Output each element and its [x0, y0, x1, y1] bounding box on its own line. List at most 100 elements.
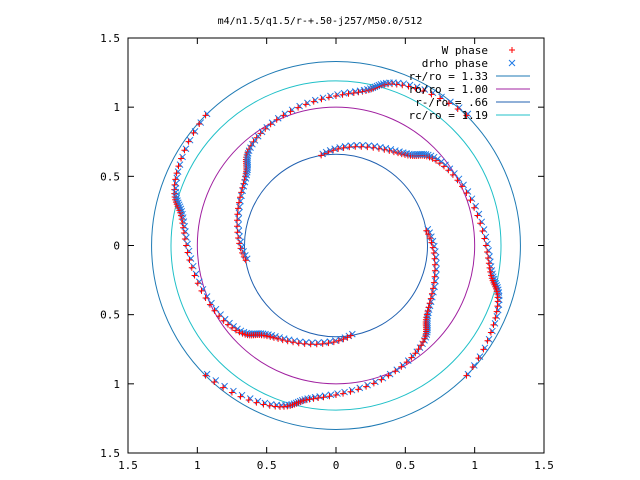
- w-point: [185, 138, 192, 145]
- w-point: [431, 267, 438, 274]
- w-point: [326, 393, 333, 400]
- w-point: [270, 334, 277, 341]
- drho-point: [481, 344, 489, 352]
- w-point: [485, 260, 492, 267]
- w-point: [474, 212, 481, 219]
- w-point: [335, 337, 342, 344]
- w-point: [398, 363, 405, 370]
- circle-0: [151, 61, 521, 430]
- w-point: [234, 217, 241, 224]
- w-point: [492, 314, 499, 321]
- w-point: [237, 245, 244, 252]
- w-point: [471, 204, 478, 211]
- w-point: [408, 354, 415, 361]
- drho-point: [314, 339, 322, 347]
- drho-point: [182, 228, 189, 235]
- w-point: [412, 85, 419, 92]
- drho-point: [308, 339, 316, 347]
- w-point: [216, 313, 223, 320]
- w-point: [480, 346, 487, 353]
- w-point: [484, 337, 491, 344]
- drho-point: [199, 285, 207, 293]
- drho-point: [304, 99, 311, 107]
- drho-point: [212, 377, 220, 384]
- drho-point: [340, 89, 348, 97]
- w-point: [437, 95, 444, 102]
- drho-point: [240, 247, 247, 255]
- w-point: [228, 389, 235, 396]
- drho-point: [476, 353, 484, 360]
- circle-3: [170, 80, 502, 411]
- w-point: [236, 329, 243, 336]
- w-point: [325, 340, 332, 347]
- w-point: [454, 177, 461, 184]
- drho-point: [341, 388, 348, 396]
- w-point: [333, 392, 340, 399]
- w-point: [426, 235, 433, 242]
- drho-point: [489, 327, 496, 335]
- drho-point: [432, 271, 440, 279]
- w-point: [232, 327, 239, 334]
- drho-point: [327, 92, 334, 100]
- w-point: [459, 183, 466, 190]
- drho-point: [321, 392, 329, 400]
- w-point: [490, 321, 497, 328]
- drho-point: [203, 370, 211, 378]
- x-tick-label: 1: [471, 459, 478, 472]
- w-point: [428, 239, 435, 246]
- drho-point: [359, 141, 367, 149]
- w-point: [484, 249, 491, 256]
- w-point: [253, 399, 260, 406]
- w-point: [315, 394, 322, 401]
- w-point: [238, 189, 245, 196]
- w-point: [355, 386, 362, 393]
- drho-point: [226, 319, 233, 327]
- w-point: [467, 197, 474, 204]
- drho-point: [346, 88, 354, 96]
- w-point: [486, 264, 493, 271]
- w-point: [330, 339, 337, 346]
- drho-point: [372, 378, 379, 386]
- w-point: [481, 235, 488, 242]
- w-point: [250, 138, 257, 145]
- w-point: [310, 395, 317, 402]
- x-tick-label: 0: [333, 459, 340, 472]
- w-point: [235, 199, 242, 206]
- w-point: [340, 336, 347, 343]
- drho-point: [364, 381, 371, 389]
- y-tick-label: 1.5: [100, 447, 120, 460]
- w-point: [302, 101, 309, 108]
- w-point: [275, 335, 282, 342]
- w-point: [190, 129, 197, 136]
- w-point: [494, 291, 501, 298]
- w-point: [179, 220, 186, 227]
- w-point: [427, 295, 434, 302]
- w-point: [171, 193, 178, 200]
- w-point: [266, 402, 273, 409]
- w-point: [235, 205, 242, 212]
- w-point: [220, 384, 227, 391]
- w-point: [412, 350, 419, 357]
- legend-label: drho phase: [422, 57, 488, 70]
- legend-label: r-/ro = .66: [415, 96, 488, 109]
- w-point: [430, 250, 437, 257]
- drho-point: [179, 153, 186, 161]
- y-tick-label: 0.5: [100, 170, 120, 183]
- drho-point: [485, 247, 492, 254]
- w-point: [335, 145, 342, 152]
- w-point: [430, 285, 437, 292]
- w-point: [487, 329, 494, 336]
- drho-point: [320, 338, 328, 346]
- w-point: [202, 372, 209, 379]
- drho-point: [371, 142, 379, 150]
- w-point: [330, 147, 337, 154]
- w-point: [320, 394, 327, 401]
- w-point: [332, 92, 339, 99]
- drho-point: [254, 397, 262, 405]
- w-point: [229, 324, 236, 331]
- w-point: [181, 147, 188, 154]
- drho-point: [356, 384, 364, 392]
- drho-point: [311, 96, 319, 104]
- w-point: [284, 338, 291, 345]
